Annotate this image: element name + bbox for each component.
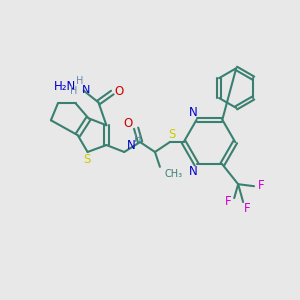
- Text: H: H: [70, 85, 77, 96]
- Text: S: S: [83, 153, 90, 167]
- Text: O: O: [115, 85, 124, 98]
- Text: CH₃: CH₃: [165, 169, 183, 179]
- Text: N: N: [127, 139, 136, 152]
- Text: N: N: [189, 106, 198, 119]
- Text: H: H: [76, 76, 83, 85]
- Text: F: F: [258, 179, 264, 192]
- Text: N: N: [81, 85, 90, 94]
- Text: N: N: [189, 165, 198, 178]
- Text: H₂N: H₂N: [53, 80, 76, 93]
- Text: S: S: [168, 128, 176, 141]
- Text: F: F: [225, 194, 232, 208]
- Text: H: H: [134, 134, 142, 144]
- Text: O: O: [124, 117, 133, 130]
- Text: F: F: [244, 202, 250, 215]
